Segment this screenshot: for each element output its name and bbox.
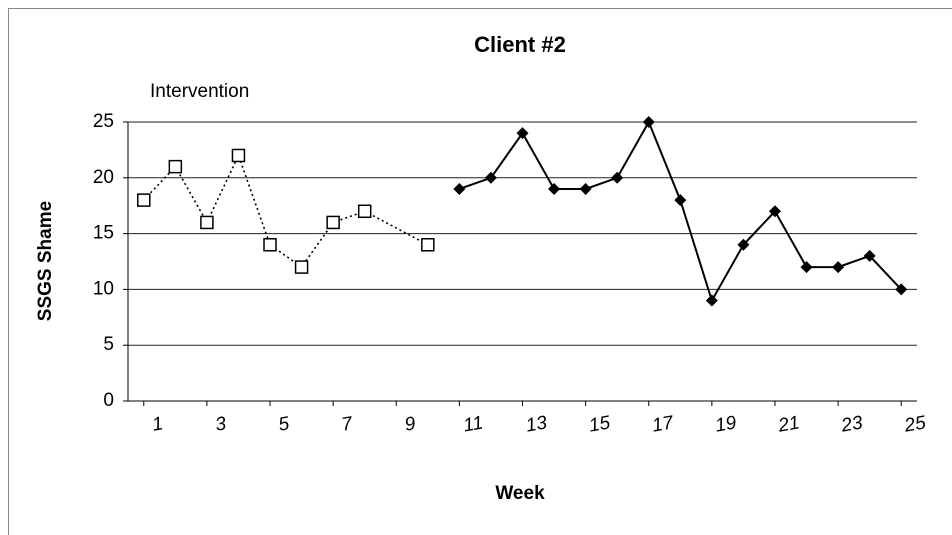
marker bbox=[800, 261, 813, 274]
x-tick-label: 25 bbox=[902, 412, 928, 437]
y-tick-label: 5 bbox=[103, 334, 114, 355]
marker bbox=[326, 215, 340, 230]
marker bbox=[168, 159, 183, 174]
marker bbox=[516, 127, 529, 140]
marker bbox=[484, 171, 497, 184]
marker bbox=[863, 249, 876, 262]
marker bbox=[832, 261, 845, 274]
x-tick-label: 21 bbox=[776, 412, 801, 437]
marker bbox=[137, 193, 151, 207]
marker bbox=[294, 260, 309, 274]
marker bbox=[579, 182, 592, 195]
y-tick-label: 20 bbox=[93, 167, 114, 188]
marker bbox=[895, 283, 908, 296]
x-tick-label: 15 bbox=[587, 412, 612, 436]
chart-title: Client #2 bbox=[474, 32, 566, 57]
marker bbox=[263, 238, 277, 252]
x-tick-label: 13 bbox=[524, 412, 549, 436]
marker bbox=[768, 205, 781, 218]
marker bbox=[737, 238, 750, 251]
chart-border bbox=[8, 8, 952, 535]
marker bbox=[453, 182, 466, 195]
y-tick-label: 25 bbox=[93, 111, 114, 132]
marker bbox=[200, 215, 214, 230]
x-tick-label: 9 bbox=[403, 413, 417, 436]
annotation: Intervention bbox=[150, 81, 249, 102]
x-tick-label: 5 bbox=[277, 413, 291, 436]
marker bbox=[548, 182, 561, 195]
y-tick-label: 15 bbox=[93, 223, 114, 244]
x-tick-label: 19 bbox=[714, 412, 739, 436]
y-tick-label: 10 bbox=[93, 278, 114, 299]
x-tick-label: 23 bbox=[839, 412, 865, 437]
y-tick-label: 0 bbox=[103, 390, 114, 411]
x-axis-label: Week bbox=[495, 483, 545, 504]
y-axis-label: SSGS Shame bbox=[35, 201, 56, 321]
marker bbox=[421, 238, 435, 252]
x-tick-label: 1 bbox=[151, 413, 165, 436]
x-tick-label: 3 bbox=[214, 413, 228, 436]
marker bbox=[705, 294, 718, 307]
x-tick-label: 11 bbox=[462, 412, 485, 436]
marker bbox=[231, 148, 246, 163]
marker bbox=[642, 116, 655, 128]
marker bbox=[357, 204, 372, 219]
marker bbox=[674, 194, 687, 207]
marker bbox=[611, 171, 624, 184]
